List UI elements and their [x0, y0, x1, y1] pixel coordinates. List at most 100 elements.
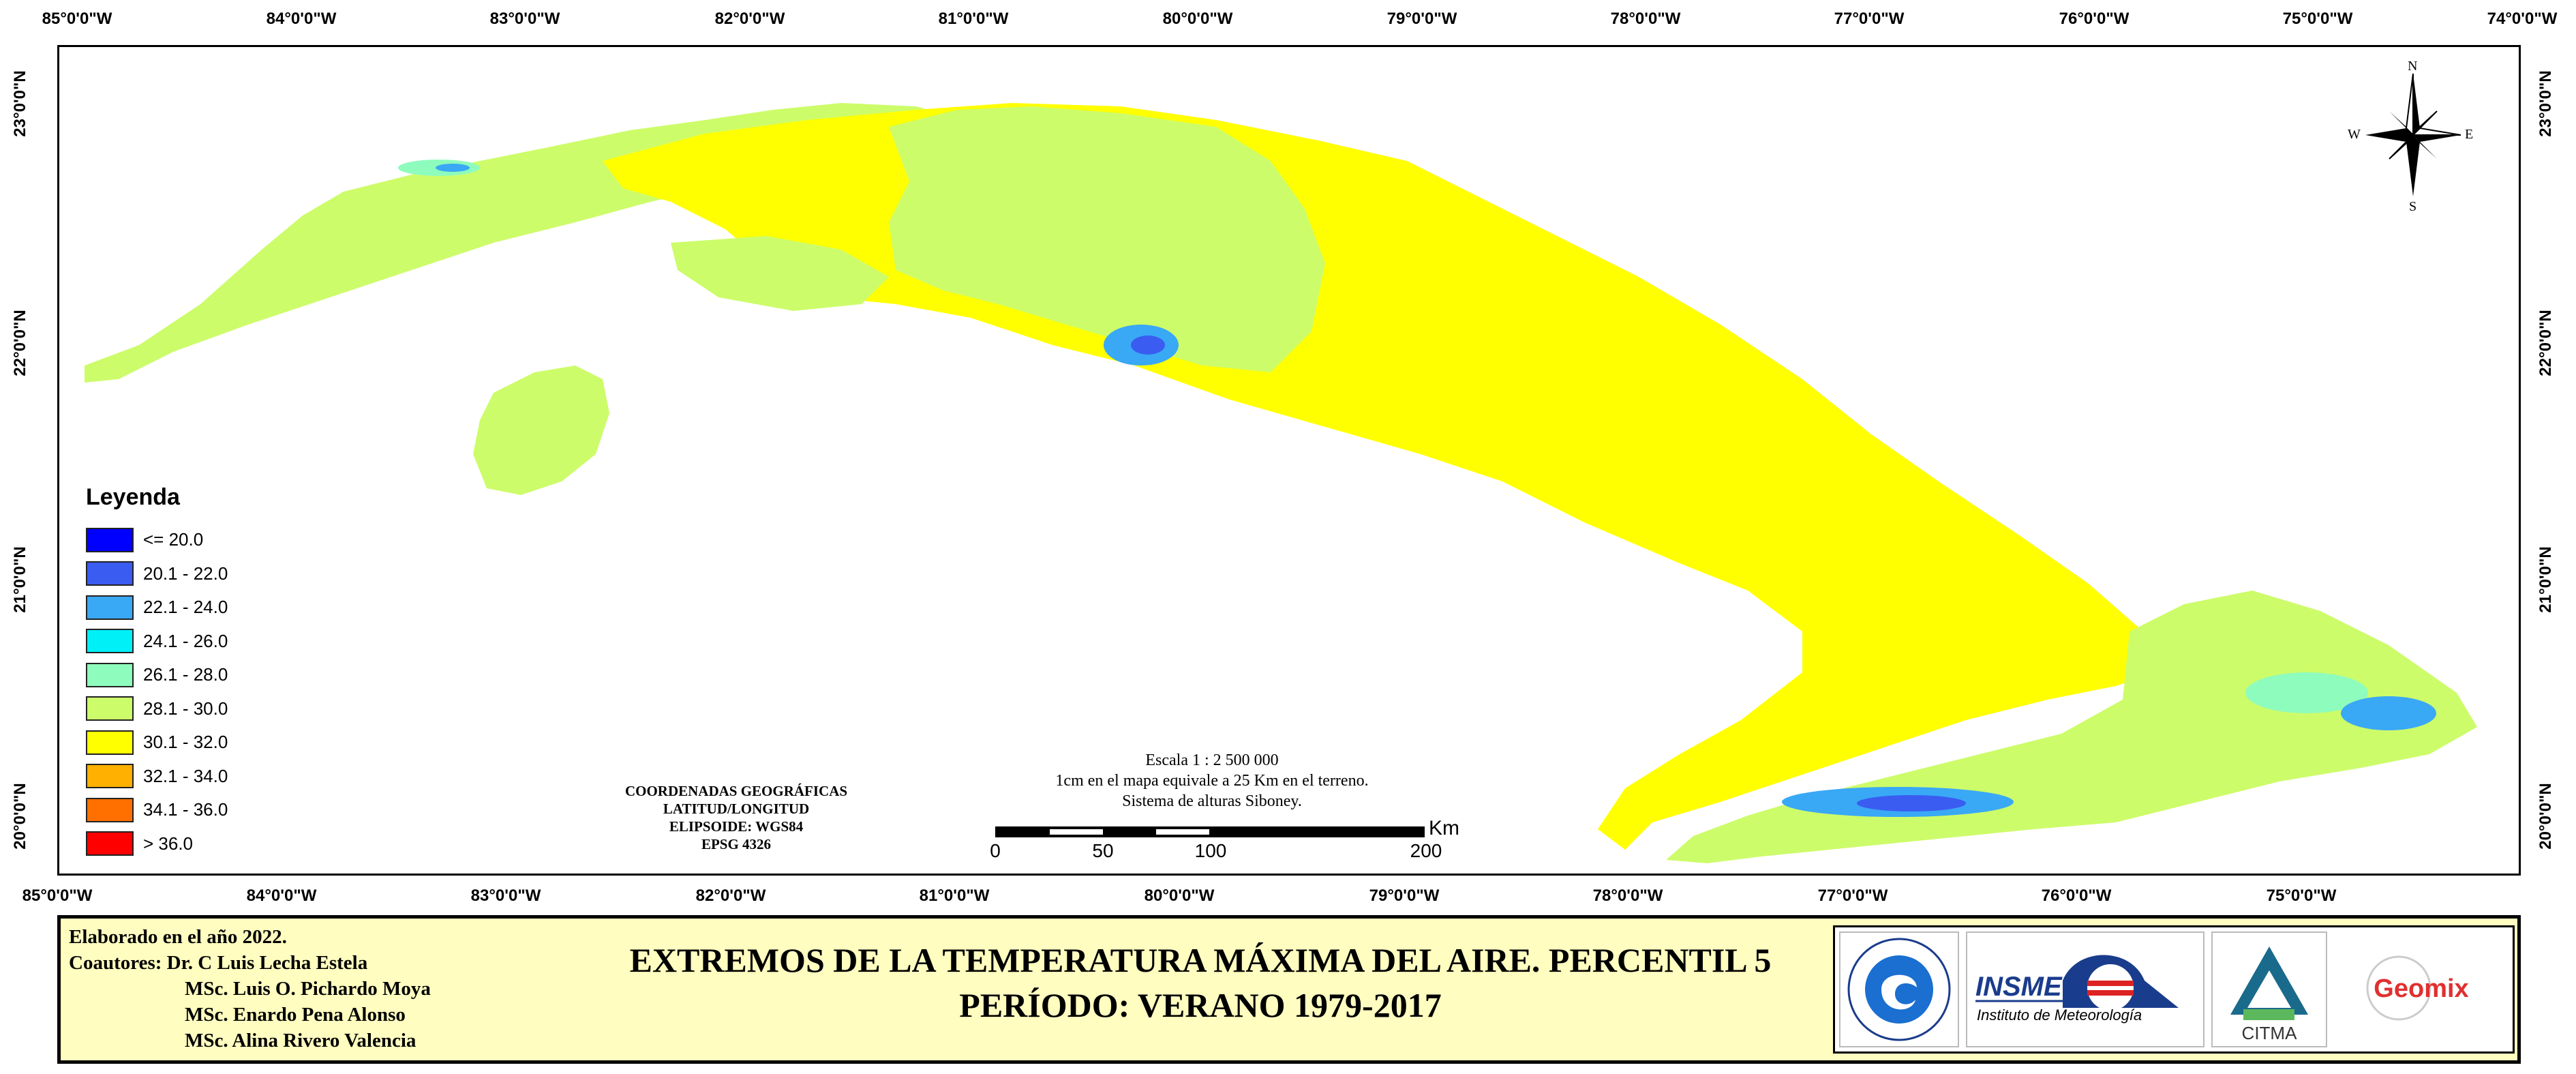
- logos-box: INSMET Instituto de Meteorología CITMA G…: [1833, 925, 2515, 1054]
- mountain-guaniguanico-core: [436, 164, 470, 172]
- lat-label-right: 22°0'0"N: [2536, 310, 2555, 376]
- legend-label: 34.1 - 36.0: [143, 799, 228, 820]
- insmet-logo: INSMET Instituto de Meteorología: [1966, 931, 2204, 1047]
- legend-swatch: [86, 730, 134, 755]
- legend-item: > 36.0: [86, 827, 228, 861]
- lon-label-top: 81°0'0"W: [938, 10, 1009, 28]
- map-title: EXTREMOS DE LA TEMPERATURA MÁXIMA DEL AI…: [630, 938, 1772, 1028]
- credits-author: MSc. Enardo Pena Alonso: [185, 1004, 406, 1026]
- scale-unit: Km: [1429, 817, 1459, 839]
- lon-label-bottom: 78°0'0"W: [1592, 886, 1663, 905]
- mountain-nipe: [2245, 672, 2368, 713]
- citma-name: CITMA: [2242, 1023, 2298, 1043]
- insmet-logo-icon: INSMET Instituto de Meteorología: [1975, 955, 2179, 1024]
- legend-swatch: [86, 527, 134, 552]
- scale-tick-label: 0: [990, 840, 1001, 861]
- lon-label-top: 78°0'0"W: [1610, 10, 1681, 28]
- cuba-map: [85, 103, 2477, 863]
- lon-label-top: 77°0'0"W: [1834, 10, 1905, 28]
- legend-item: 30.1 - 32.0: [86, 726, 228, 760]
- lat-label-left: 21°0'0"N: [11, 546, 29, 613]
- smj-logo: [1839, 931, 1959, 1047]
- land-region-isla: [473, 366, 609, 495]
- land-region-zapata: [671, 236, 889, 311]
- compass-w: W: [2348, 127, 2361, 142]
- legend-label: 28.1 - 30.0: [143, 698, 228, 719]
- geomix-logo: Geomix: [2334, 931, 2509, 1047]
- map-title-line2: PERÍODO: VERANO 1979-2017: [959, 986, 1442, 1024]
- lon-label-top: 83°0'0"W: [489, 10, 560, 28]
- coord-info-line: COORDENADAS GEOGRÁFICAS: [624, 783, 848, 799]
- legend-swatch: [86, 797, 134, 822]
- legend-label: 32.1 - 34.0: [143, 765, 228, 786]
- scale-tick-label: 50: [1092, 840, 1114, 861]
- smj-logo-icon: [1847, 938, 1951, 1041]
- credits-year: Elaborado en el año 2022.: [69, 926, 287, 948]
- lon-label-top: 76°0'0"W: [2059, 10, 2130, 28]
- legend-item: 20.1 - 22.0: [86, 557, 228, 591]
- lon-label-top: 80°0'0"W: [1162, 10, 1233, 28]
- legend-swatch: [86, 764, 134, 789]
- credits-coauthor-row: Coautores: Dr. C Luis Lecha Estela: [69, 950, 431, 976]
- credits-author: MSc. Luis O. Pichardo Moya: [185, 978, 431, 1000]
- land-region-central: [603, 103, 2157, 850]
- lon-label-top: 79°0'0"W: [1387, 10, 1457, 28]
- lon-label-bottom: 75°0'0"W: [2266, 886, 2337, 905]
- geomix-name: Geomix: [2374, 974, 2468, 1003]
- lat-label-right: 21°0'0"N: [2536, 546, 2555, 613]
- compass-n: N: [2408, 59, 2418, 74]
- coordinate-system-info: COORDENADAS GEOGRÁFICAS LATITUD/LONGITUD…: [625, 782, 847, 853]
- credits-coauthors-label: Coautores:: [69, 952, 162, 974]
- legend-list: <= 20.0 20.1 - 22.0 22.1 - 24.0 24.1 - 26.0…: [86, 523, 228, 861]
- legend-title: Leyenda: [86, 484, 180, 510]
- north-arrow: N S W E: [2348, 59, 2473, 214]
- lon-label-bottom: 76°0'0"W: [2041, 886, 2112, 905]
- scale-ratio: Escala 1 : 2 500 000: [1145, 751, 1279, 769]
- coord-info-line: EPSG 4326: [701, 836, 772, 852]
- land-region-matanzas: [889, 106, 1325, 372]
- legend-item: 32.1 - 34.0: [86, 760, 228, 794]
- legend-item: 26.1 - 28.0: [86, 658, 228, 692]
- title-panel: Elaborado en el año 2022. Coautores: Dr.…: [57, 915, 2521, 1064]
- legend-label: 30.1 - 32.0: [143, 732, 228, 753]
- lon-label-bottom: 81°0'0"W: [919, 886, 990, 905]
- lon-label-bottom: 84°0'0"W: [246, 886, 317, 905]
- legend-swatch: [86, 561, 134, 586]
- mountain-baracoa: [2341, 696, 2436, 730]
- legend-item: 34.1 - 36.0: [86, 793, 228, 827]
- legend-item: 28.1 - 30.0: [86, 692, 228, 726]
- lon-label-top: 85°0'0"W: [42, 10, 112, 28]
- compass-s: S: [2409, 199, 2417, 214]
- lon-label-bottom: 85°0'0"W: [22, 886, 93, 905]
- compass-rose-icon: [2365, 73, 2461, 196]
- lon-label-top: 84°0'0"W: [266, 10, 337, 28]
- legend-swatch: [86, 662, 134, 687]
- legend-swatch: [86, 629, 134, 654]
- citma-logo: CITMA: [2211, 931, 2327, 1047]
- lat-label-right: 23°0'0"N: [2536, 70, 2555, 137]
- legend: Leyenda <= 20.0 20.1 - 22.0 22.1 - 24.0 24.…: [86, 484, 228, 861]
- legend-label: <= 20.0: [143, 529, 204, 550]
- legend-item: 22.1 - 24.0: [86, 591, 228, 625]
- credits-author: MSc. Alina Rivero Valencia: [185, 1030, 416, 1051]
- lon-label-top: 75°0'0"W: [2282, 10, 2353, 28]
- scale-height-system: Sistema de alturas Siboney.: [1122, 792, 1302, 810]
- insmet-name: INSMET: [1975, 972, 2081, 1002]
- legend-label: 20.1 - 22.0: [143, 563, 228, 584]
- lon-label-bottom: 83°0'0"W: [470, 886, 541, 905]
- scale-tick-label: 100: [1194, 840, 1227, 861]
- insmet-sub: Instituto de Meteorología: [1977, 1006, 2142, 1024]
- lon-label-bottom: 79°0'0"W: [1369, 886, 1440, 905]
- scale-equivalence: 1cm en el mapa equivale a 25 Km en el te…: [1055, 772, 1369, 790]
- coord-info-line: ELIPSOIDE: WGS84: [669, 818, 804, 835]
- legend-label: 26.1 - 28.0: [143, 664, 228, 685]
- legend-item: <= 20.0: [86, 523, 228, 557]
- scale-bar: [995, 826, 1425, 837]
- credits-author: Dr. C Luis Lecha Estela: [166, 952, 368, 974]
- lat-label-left: 22°0'0"N: [11, 310, 29, 376]
- citma-logo-icon: CITMA: [2230, 946, 2308, 1043]
- lat-label-left: 20°0'0"N: [11, 783, 29, 850]
- legend-label: 24.1 - 26.0: [143, 630, 228, 651]
- mountain-sierra-maestra-core: [1857, 795, 1966, 811]
- map-title-line1: EXTREMOS DE LA TEMPERATURA MÁXIMA DEL AI…: [629, 941, 1772, 979]
